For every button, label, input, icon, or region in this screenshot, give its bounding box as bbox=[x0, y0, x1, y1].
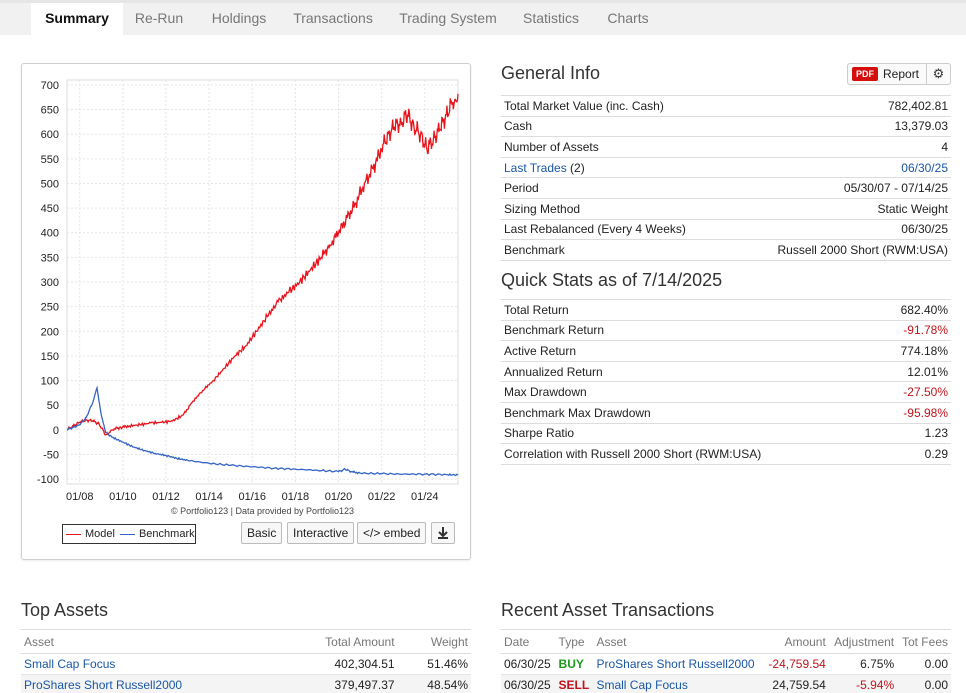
info-row: Number of Assets 4 bbox=[501, 136, 951, 158]
table-header: Asset Total Amount Weight bbox=[21, 629, 471, 654]
table-row: 06/30/25 SELL Small Cap Focus 24,759.54 … bbox=[501, 674, 951, 693]
recent-transactions-table: Date Type Asset Amount Adjustment Tot Fe… bbox=[501, 629, 951, 693]
performance-chart: 7006506005505004504003503002502001501005… bbox=[37, 79, 459, 516]
asset-link[interactable]: ProShares Short Russell2000 bbox=[21, 674, 280, 693]
col-tot-fees[interactable]: Tot Fees bbox=[897, 629, 951, 654]
type-badge: SELL bbox=[555, 674, 594, 693]
table-row: Small Cap Focus 402,304.51 51.46% bbox=[21, 653, 471, 675]
info-row: Period 05/30/07 - 07/14/25 bbox=[501, 177, 951, 199]
x-tick-label: 01/12 bbox=[152, 491, 180, 503]
tab-transactions[interactable]: Transactions bbox=[293, 10, 373, 26]
y-tick-label: -100 bbox=[37, 474, 59, 486]
info-row: Total Market Value (inc. Cash) 782,402.81 bbox=[501, 95, 951, 117]
col-adjustment[interactable]: Adjustment bbox=[828, 629, 898, 654]
y-tick-label: 150 bbox=[41, 351, 59, 363]
series-line-benchmark bbox=[67, 385, 459, 477]
y-tick-label: 300 bbox=[41, 277, 59, 289]
general-info-title: General Info bbox=[501, 63, 601, 83]
quick-stats-title: Quick Stats as of 7/14/2025 bbox=[501, 270, 723, 290]
report-button[interactable]: PDF Report ⚙ bbox=[847, 63, 951, 85]
asset-link[interactable]: ProShares Short Russell2000 bbox=[593, 653, 764, 675]
x-tick-label: 01/20 bbox=[325, 491, 353, 503]
stat-row: Total Return 682.40% bbox=[501, 299, 951, 321]
x-tick-label: 01/10 bbox=[109, 491, 137, 503]
stat-row: Benchmark Max Drawdown -95.98% bbox=[501, 402, 951, 424]
y-tick-label: 0 bbox=[53, 425, 59, 437]
report-label: Report bbox=[883, 67, 920, 81]
y-tick-label: 200 bbox=[41, 326, 59, 338]
tab-bar: Summary Re-Run Holdings Transactions Tra… bbox=[0, 0, 966, 35]
download-button[interactable] bbox=[431, 522, 455, 544]
x-tick-label: 01/08 bbox=[66, 491, 94, 503]
chart-legend: Model Benchmark bbox=[62, 524, 196, 544]
stat-row: Annualized Return 12.01% bbox=[501, 361, 951, 383]
info-row: Cash 13,379.03 bbox=[501, 116, 951, 138]
recent-transactions-title: Recent Asset Transactions bbox=[501, 600, 715, 620]
tab-summary[interactable]: Summary bbox=[31, 3, 123, 35]
asset-link[interactable]: Small Cap Focus bbox=[593, 674, 764, 693]
stat-row: Correlation with Russell 2000 Short (RWM… bbox=[501, 443, 951, 465]
stat-row: Sharpe Ratio 1.23 bbox=[501, 423, 951, 445]
quick-stats-table: Total Return 682.40% Benchmark Return -91.… bbox=[501, 299, 951, 465]
y-tick-label: 400 bbox=[41, 228, 59, 240]
y-tick-label: 650 bbox=[41, 105, 59, 117]
series-line-model bbox=[67, 93, 459, 436]
chart-credit: © Portfolio123 | Data provided by Portfo… bbox=[171, 506, 354, 516]
performance-chart-panel: 700 650 600 550 500 450 400 350 300 250 200 150 100 5… bbox=[21, 63, 471, 560]
col-asset[interactable]: Asset bbox=[21, 629, 280, 654]
info-row: Benchmark Russell 2000 Short (RWM:USA) bbox=[501, 239, 951, 261]
y-tick-label: 450 bbox=[41, 203, 59, 215]
x-tick-label: 01/22 bbox=[368, 491, 396, 503]
info-row: Sizing Method Static Weight bbox=[501, 198, 951, 220]
tab-holdings[interactable]: Holdings bbox=[211, 10, 267, 26]
y-tick-label: -50 bbox=[43, 449, 59, 461]
legend-item-benchmark[interactable]: Benchmark bbox=[119, 528, 195, 540]
stat-row: Max Drawdown -27.50% bbox=[501, 381, 951, 403]
col-weight[interactable]: Weight bbox=[397, 629, 471, 654]
y-tick-label: 250 bbox=[41, 302, 59, 314]
stat-row: Active Return 774.18% bbox=[501, 340, 951, 362]
pdf-badge: PDF bbox=[852, 67, 878, 81]
download-icon bbox=[438, 527, 448, 539]
tab-re-run[interactable]: Re-Run bbox=[134, 10, 184, 26]
tab-trading-system[interactable]: Trading System bbox=[399, 10, 497, 26]
y-tick-label: 500 bbox=[41, 178, 59, 190]
last-trades-link[interactable]: Last Trades bbox=[504, 160, 567, 175]
embed-button[interactable]: </> embed bbox=[357, 522, 427, 544]
tab-charts[interactable]: Charts bbox=[607, 10, 649, 26]
x-tick-label: 01/16 bbox=[238, 491, 266, 503]
table-row: ProShares Short Russell2000 379,497.37 4… bbox=[21, 674, 471, 693]
type-badge: BUY bbox=[555, 653, 594, 675]
col-date[interactable]: Date bbox=[501, 629, 556, 654]
top-assets-title: Top Assets bbox=[21, 600, 109, 620]
table-row: 06/30/25 BUY ProShares Short Russell2000… bbox=[501, 653, 951, 675]
col-type[interactable]: Type bbox=[555, 629, 594, 654]
general-info-table: Total Market Value (inc. Cash) 782,402.81… bbox=[501, 95, 951, 261]
stat-row: Benchmark Return -91.78% bbox=[501, 320, 951, 342]
x-tick-label: 01/18 bbox=[282, 491, 310, 503]
x-tick-label: 01/14 bbox=[195, 491, 223, 503]
col-amount[interactable]: Amount bbox=[763, 629, 829, 654]
info-row: Last Rebalanced (Every 4 Weeks) 06/30/25 bbox=[501, 219, 951, 241]
col-asset[interactable]: Asset bbox=[593, 629, 764, 654]
y-tick-label: 350 bbox=[41, 252, 59, 264]
legend-item-model[interactable]: Model bbox=[66, 528, 115, 540]
x-tick-label: 01/24 bbox=[411, 491, 439, 503]
asset-link[interactable]: Small Cap Focus bbox=[21, 653, 280, 675]
last-trades-date-link[interactable]: 06/30/25 bbox=[733, 157, 951, 179]
y-tick-label: 600 bbox=[41, 129, 59, 141]
basic-button[interactable]: Basic bbox=[241, 522, 283, 544]
col-total-amount[interactable]: Total Amount bbox=[279, 629, 398, 654]
tab-statistics[interactable]: Statistics bbox=[522, 10, 579, 26]
table-header: Date Type Asset Amount Adjustment Tot Fe… bbox=[501, 629, 951, 654]
top-assets-table: Asset Total Amount Weight Small Cap Focu… bbox=[21, 629, 471, 693]
info-row-last-trades: Last Trades (2) 06/30/25 bbox=[501, 157, 951, 179]
y-tick-label: 50 bbox=[47, 400, 59, 412]
y-tick-label: 700 bbox=[41, 80, 59, 92]
interactive-button[interactable]: Interactive bbox=[287, 522, 355, 544]
gear-icon[interactable]: ⚙ bbox=[926, 64, 950, 84]
y-tick-label: 550 bbox=[41, 154, 59, 166]
y-tick-label: 100 bbox=[41, 376, 59, 388]
